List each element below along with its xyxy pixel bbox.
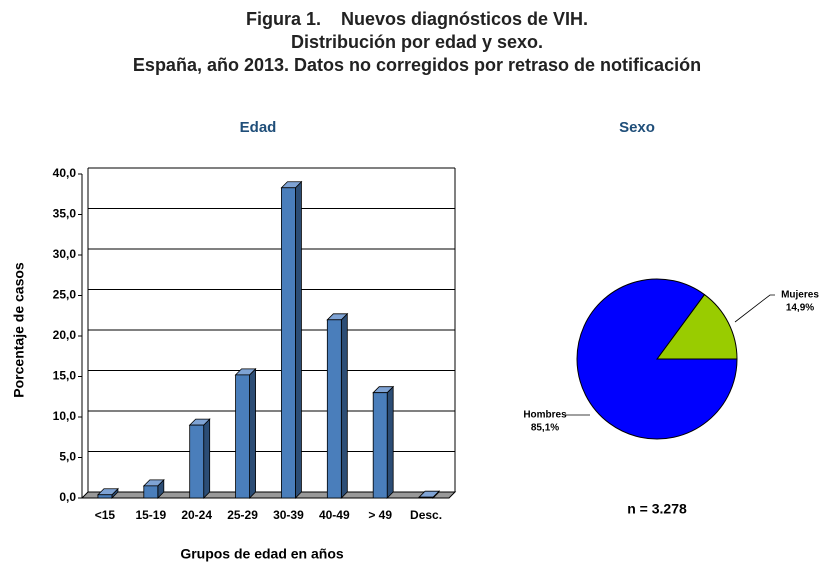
x-tick-label: Desc.	[410, 508, 442, 522]
data-label: 14,9%	[786, 303, 814, 314]
x-tick-label: 15-19	[135, 508, 166, 522]
bar	[281, 187, 296, 499]
y-tick-label: 40,0	[53, 166, 77, 180]
y-tick-label: 30,0	[53, 247, 77, 261]
chart-title: Edad	[240, 119, 277, 136]
y-tick-label: 25,0	[53, 288, 77, 302]
figure-title: Figura 1. Nuevos diagnósticos de VIH.	[246, 9, 588, 29]
figure-title: España, año 2013. Datos no corregidos po…	[133, 55, 701, 75]
x-axis-title: Grupos de edad en años	[180, 546, 344, 562]
y-tick-label: 10,0	[53, 409, 77, 423]
x-tick-label: 25-29	[227, 508, 258, 522]
annotation: n = 3.278	[627, 501, 687, 517]
figure-title: Distribución por edad y sexo.	[291, 32, 543, 52]
bar-side	[386, 385, 394, 499]
pie-slice	[576, 278, 738, 440]
x-tick-label: <15	[95, 508, 116, 522]
bar-side	[203, 418, 211, 499]
bar	[143, 485, 159, 499]
bar	[97, 494, 113, 499]
y-tick-label: 35,0	[53, 207, 77, 221]
bar-side	[340, 312, 348, 499]
x-tick-label: 40-49	[319, 508, 350, 522]
pie-slice	[656, 293, 738, 360]
floor	[80, 491, 457, 499]
y-tick-label: 5,0	[59, 450, 76, 464]
bar	[235, 374, 250, 499]
legend-label: Mujeres	[781, 290, 819, 301]
data-label: 85,1%	[531, 423, 559, 434]
y-axis-title: Porcentaje de casos	[11, 262, 27, 398]
bar-side	[249, 367, 256, 499]
y-tick-label: 0,0	[59, 490, 76, 504]
y-tick-label: 20,0	[53, 328, 77, 342]
x-tick-label: 30-39	[273, 508, 304, 522]
bar	[372, 392, 388, 499]
x-tick-label: 20-24	[181, 508, 212, 522]
chart-title: Sexo	[619, 119, 655, 136]
legend-label: Hombres	[523, 410, 567, 421]
x-tick-label: > 49	[368, 508, 392, 522]
bar	[326, 319, 342, 499]
y-tick-label: 15,0	[53, 369, 77, 383]
leader-line	[734, 294, 775, 323]
bar-side	[295, 180, 302, 499]
bar	[189, 424, 205, 499]
bar	[418, 496, 434, 499]
